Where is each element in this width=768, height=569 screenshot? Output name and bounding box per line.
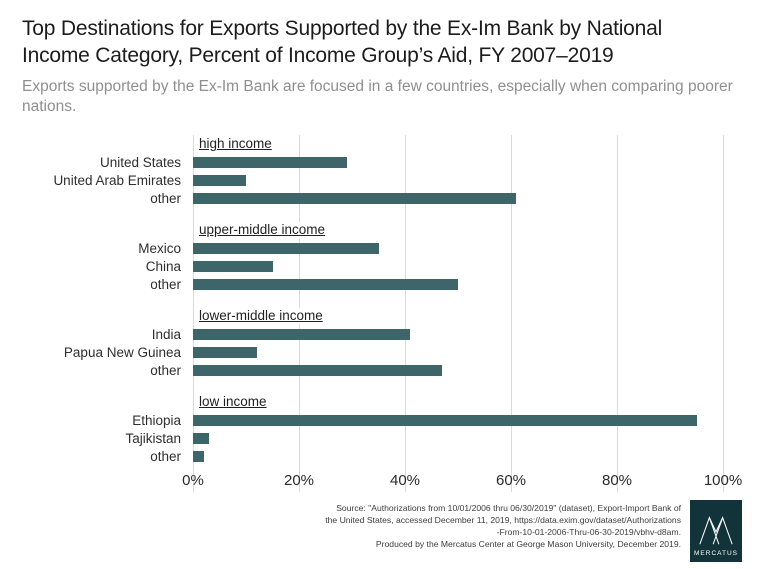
bar (193, 347, 257, 358)
source-line: -From-10-01-2006-Thru-06-30-2019/vbhv-d8… (496, 526, 681, 537)
bar (193, 243, 379, 254)
bar (193, 261, 273, 272)
bar-category-label: India (151, 327, 181, 342)
gridline (617, 134, 618, 492)
footer: Source: "Authorizations from 10/01/2006 … (22, 499, 746, 562)
chart-subtitle: Exports supported by the Ex-Im Bank are … (22, 77, 733, 116)
bar (193, 451, 204, 462)
source-line: the United States, accessed December 11,… (325, 514, 681, 525)
bar (193, 175, 246, 186)
bar-row: Mexico (22, 240, 746, 258)
bar (193, 329, 411, 340)
x-tick-label: 0% (182, 471, 204, 489)
mercatus-logo-text: MERCATUS (694, 549, 738, 557)
bar-category-label: United States (99, 155, 181, 170)
bar-category-label: Papua New Guinea (63, 345, 181, 360)
income-group-label: low income (199, 394, 269, 410)
bar (193, 433, 209, 444)
source-line: Source: "Authorizations from 10/01/2006 … (336, 502, 681, 513)
mercatus-logo: MERCATUS (690, 499, 742, 562)
bar-row: other (22, 448, 746, 466)
bar (193, 157, 347, 168)
bar (193, 193, 517, 204)
gridline (511, 134, 512, 492)
bar-row: Tajikistan (22, 430, 746, 448)
income-group-label: upper-middle income (199, 222, 328, 238)
gridline (405, 134, 406, 492)
source-note: Source: "Authorizations from 10/01/2006 … (325, 500, 681, 551)
bar-row: other (22, 276, 746, 294)
x-axis: 0% 20% 40% 60% 80% 100% (182, 470, 742, 492)
bar (193, 415, 697, 426)
x-tick-label: 40% (389, 471, 421, 489)
bar-category-label: other (150, 363, 181, 378)
source-line: Produced by the Mercatus Center at Georg… (375, 539, 681, 550)
group-header-row: low income (22, 393, 746, 412)
group-header-row: lower-middle income (22, 307, 746, 326)
bar-category-label: Tajikistan (125, 431, 181, 446)
income-group-label: high income (199, 136, 274, 152)
bar-row: other (22, 362, 746, 380)
bar-row: Ethiopia (22, 412, 746, 430)
bar-row: India (22, 326, 746, 344)
chart-title: Top Destinations for Exports Supported b… (22, 17, 663, 68)
bar-row: United Arab Emirates (22, 172, 746, 190)
mercatus-m-icon (699, 515, 733, 544)
group-header-row: high income (22, 135, 746, 154)
bar-category-label: China (145, 259, 181, 274)
bar-category-label: Ethiopia (132, 413, 181, 428)
bar-row: United States (22, 154, 746, 172)
income-group-label: lower-middle income (199, 308, 325, 324)
bar-row: China (22, 258, 746, 276)
group-header-row: upper-middle income (22, 221, 746, 240)
bar-category-label: other (150, 277, 181, 292)
gridline (723, 134, 724, 492)
bar-category-label: other (150, 191, 181, 206)
gridline (193, 134, 194, 492)
x-tick-label: 60% (495, 471, 527, 489)
x-tick-label: 100% (703, 471, 743, 489)
bar (193, 279, 458, 290)
bar-category-label: United Arab Emirates (53, 173, 181, 188)
bar-category-label: other (150, 449, 181, 464)
chart-rows: high income United States United Arab Emir… (22, 135, 746, 466)
x-tick-label: 80% (601, 471, 633, 489)
bar-category-label: Mexico (138, 241, 181, 256)
bar (193, 365, 443, 376)
bar-row: Papua New Guinea (22, 344, 746, 362)
x-tick-label: 20% (283, 471, 315, 489)
bar-chart: high income United States United Arab Emir… (22, 134, 746, 492)
bar-row: other (22, 190, 746, 208)
